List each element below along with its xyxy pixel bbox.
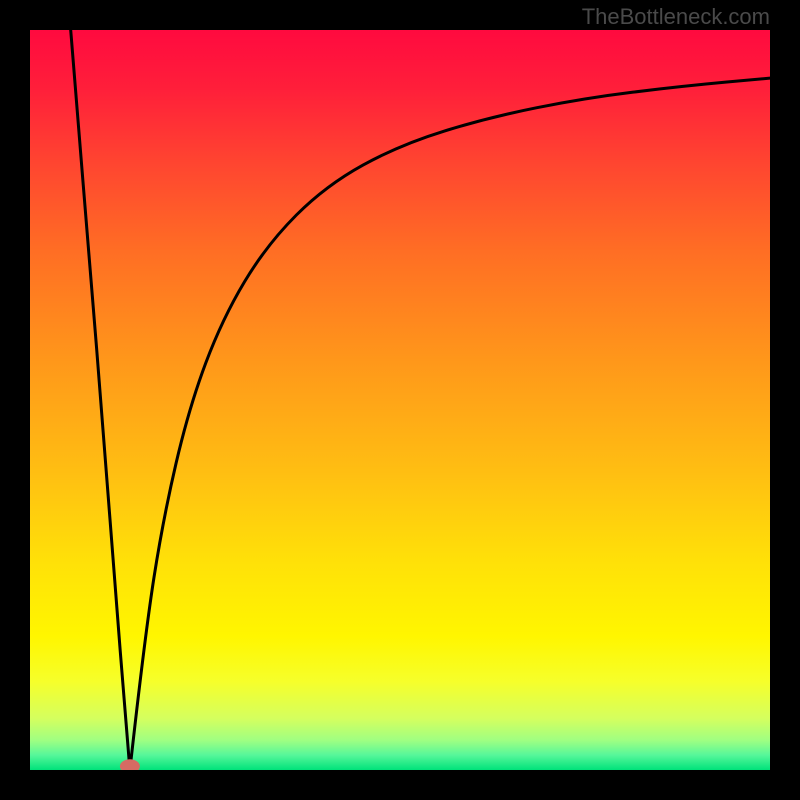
minimum-marker — [120, 759, 140, 770]
watermark-text: TheBottleneck.com — [582, 4, 770, 30]
chart-frame: TheBottleneck.com — [0, 0, 800, 800]
plot-area — [30, 30, 770, 770]
bottleneck-curve — [30, 30, 770, 770]
